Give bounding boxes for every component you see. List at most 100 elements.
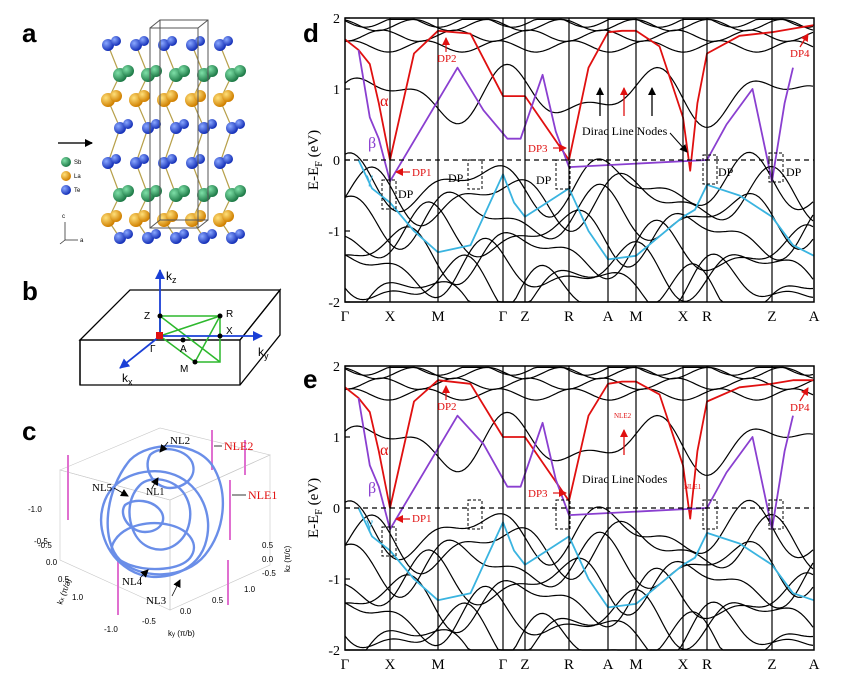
x-tick-label: A <box>809 657 820 673</box>
x-tick-label: A <box>603 657 614 673</box>
atom-te <box>214 39 226 51</box>
black-band <box>344 601 814 651</box>
atom-sb <box>122 185 134 197</box>
tick-ky-2: 0.0 <box>180 607 192 616</box>
gamma-label-d: γ <box>365 170 373 187</box>
atom-te <box>114 122 126 134</box>
black-band <box>344 18 814 28</box>
axes-frame-d <box>344 17 815 303</box>
dp2-label-e: DP2 <box>437 401 457 413</box>
x-tick-label: M <box>629 657 642 673</box>
gamma-label-e: γ <box>365 515 373 532</box>
tick-ky-0: -1.0 <box>104 625 118 634</box>
legend-la: La <box>74 174 81 180</box>
atom-la <box>194 210 206 222</box>
bz-axes <box>119 269 263 369</box>
unit-cell-box <box>149 19 209 229</box>
atom-la <box>222 90 234 102</box>
tick-kz-1: 0.0 <box>262 555 274 564</box>
atom-te <box>223 36 233 46</box>
y-ticks-d: 2 1 0 -1 -2 <box>328 12 350 311</box>
atom-te <box>207 229 217 239</box>
crystal-structure: Sb La Te c a <box>58 19 246 245</box>
point-A: A <box>180 344 187 355</box>
dirac-label-e: Dirac Line Nodes <box>582 472 668 486</box>
tick-left-0: -1.0 <box>28 505 42 514</box>
y-ticks-e: 2 1 0 -1 -2 <box>328 360 350 659</box>
atom-te <box>123 229 133 239</box>
black-band <box>344 183 814 250</box>
x-tick-label: M <box>431 657 444 673</box>
atom-te <box>179 119 189 129</box>
atom-te <box>198 232 210 244</box>
atom-te <box>102 39 114 51</box>
bond-line <box>107 127 121 164</box>
band-series-beta <box>357 397 794 531</box>
panel-label-b: b <box>22 276 38 306</box>
axis-c-label: c <box>62 214 65 220</box>
y-tick-label: 1 <box>333 83 340 98</box>
black-band <box>344 366 814 380</box>
panel-label-e: e <box>303 364 317 394</box>
black-band <box>344 151 814 218</box>
y-tick-label: 2 <box>333 360 340 375</box>
brillouin-zone: kz ky kx Z R X A Γ M <box>78 269 282 387</box>
atom-te <box>214 157 226 169</box>
x-tick-label: R <box>564 657 574 673</box>
dp1-label-d: DP1 <box>412 167 432 179</box>
point-Z: Z <box>144 311 150 322</box>
atom-sb <box>234 185 246 197</box>
atom-te <box>114 232 126 244</box>
atom-te <box>123 119 133 129</box>
atom-te <box>158 157 170 169</box>
x-tick-label: M <box>629 309 642 325</box>
black-bands-e <box>344 366 814 651</box>
y-tick-label: -2 <box>328 296 340 311</box>
atom-la <box>194 90 206 102</box>
atom-sb <box>178 65 190 77</box>
beta-label-d: β <box>368 135 376 152</box>
dp-boxes-e <box>381 499 784 557</box>
y-tick-label: -1 <box>328 573 340 588</box>
nl-labels: NL2 NL1 NL5 NL4 NL3 NLE2 NLE1 <box>92 435 277 607</box>
label-NL4: NL4 <box>122 576 143 588</box>
nle2-label-e: NLE2 <box>614 412 632 420</box>
atom-te <box>142 232 154 244</box>
label-NL5: NL5 <box>92 482 113 494</box>
atom-sb <box>206 185 218 197</box>
tick-kz-0: 0.5 <box>262 541 274 550</box>
label-NLE2: NLE2 <box>224 439 253 453</box>
x-tick-label: X <box>385 657 396 673</box>
kx-axis <box>119 335 161 369</box>
annotations-d: α β γ DP1 DP2 DP3 DP4 DP DP DP DP DP Dir… <box>365 33 810 201</box>
atom-te <box>235 119 245 129</box>
label-NL1: NL1 <box>146 487 164 498</box>
band-series-alpha <box>344 24 815 172</box>
alpha-label-e: α <box>380 442 389 459</box>
ky-axis-title: ky (π/b) <box>168 629 195 638</box>
axis-ticks-c: -1.0 -0.5 -0.5 0.0 0.5 1.0 -1.0 -0.5 0.0… <box>28 505 292 638</box>
kz-label: kz <box>166 269 177 285</box>
atom-la <box>110 210 122 222</box>
bz-box <box>78 288 282 386</box>
atom-te <box>195 154 205 164</box>
x-tick-label: X <box>385 309 396 325</box>
panel-label-c: c <box>22 416 36 446</box>
black-band <box>344 253 814 303</box>
atom-la <box>166 90 178 102</box>
band-series-alpha <box>344 379 814 520</box>
nl-pointers <box>113 441 246 597</box>
atom-te <box>223 154 233 164</box>
x-tick-label: A <box>809 309 820 325</box>
atom-sb <box>150 185 162 197</box>
tick-kx-0: -0.5 <box>38 541 52 550</box>
dp-label-5-d: DP <box>786 165 802 179</box>
dp-label-4-d: DP <box>718 165 734 179</box>
x-tick-label: Z <box>767 657 776 673</box>
atom-sb <box>234 65 246 77</box>
x-tick-label: Γ <box>341 657 350 673</box>
black-band <box>344 18 814 32</box>
